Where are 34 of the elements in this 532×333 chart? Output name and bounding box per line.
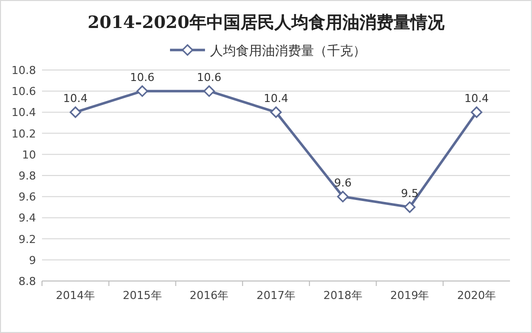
data-label: 10.6 — [130, 71, 155, 84]
data-label: 9.6 — [334, 176, 352, 190]
point — [203, 85, 215, 97]
point — [337, 190, 349, 202]
data-label: 9.5 — [400, 187, 418, 200]
x-tick-label: 2014年 — [56, 289, 95, 302]
x-tick-label: 2020年 — [457, 289, 496, 302]
chart-title: 2014-2020年中国居民人均食用油消费量情况 — [88, 13, 446, 33]
point — [136, 85, 148, 97]
x-tick-label: 2016年 — [190, 289, 229, 302]
y-tick-label: 9.2 — [18, 232, 36, 246]
point — [470, 106, 482, 118]
point — [70, 106, 82, 118]
point — [270, 106, 282, 118]
y-tick-label: 9.8 — [18, 170, 36, 182]
y-tick-label: 10 — [22, 148, 36, 162]
y-tick-label: 10.6 — [12, 85, 36, 98]
x-tick-label: 2017年 — [256, 289, 296, 302]
point — [404, 201, 416, 213]
y-tick-label: 10.4 — [12, 106, 36, 120]
data-label: 10.4 — [464, 92, 489, 106]
data-label: 10.4 — [264, 92, 288, 106]
y-tick-label: 10.2 — [12, 127, 36, 140]
data-label: 10.4 — [63, 92, 88, 106]
x-tick-label: 2019年 — [390, 289, 430, 302]
y-tick-label: 8.8 — [18, 275, 36, 288]
y-tick-label: 10.8 — [12, 64, 36, 77]
x-tick-label: 2018年 — [323, 289, 362, 302]
y-tick-label: 9.4 — [18, 212, 36, 225]
legend-label: 人均食用油消费量（千克） — [210, 44, 366, 59]
y-tick-label: 9.6 — [18, 190, 36, 204]
data-label: 10.6 — [196, 71, 222, 84]
x-tick-label: 2015年 — [122, 289, 162, 302]
y-tick-label: 9 — [29, 254, 36, 267]
